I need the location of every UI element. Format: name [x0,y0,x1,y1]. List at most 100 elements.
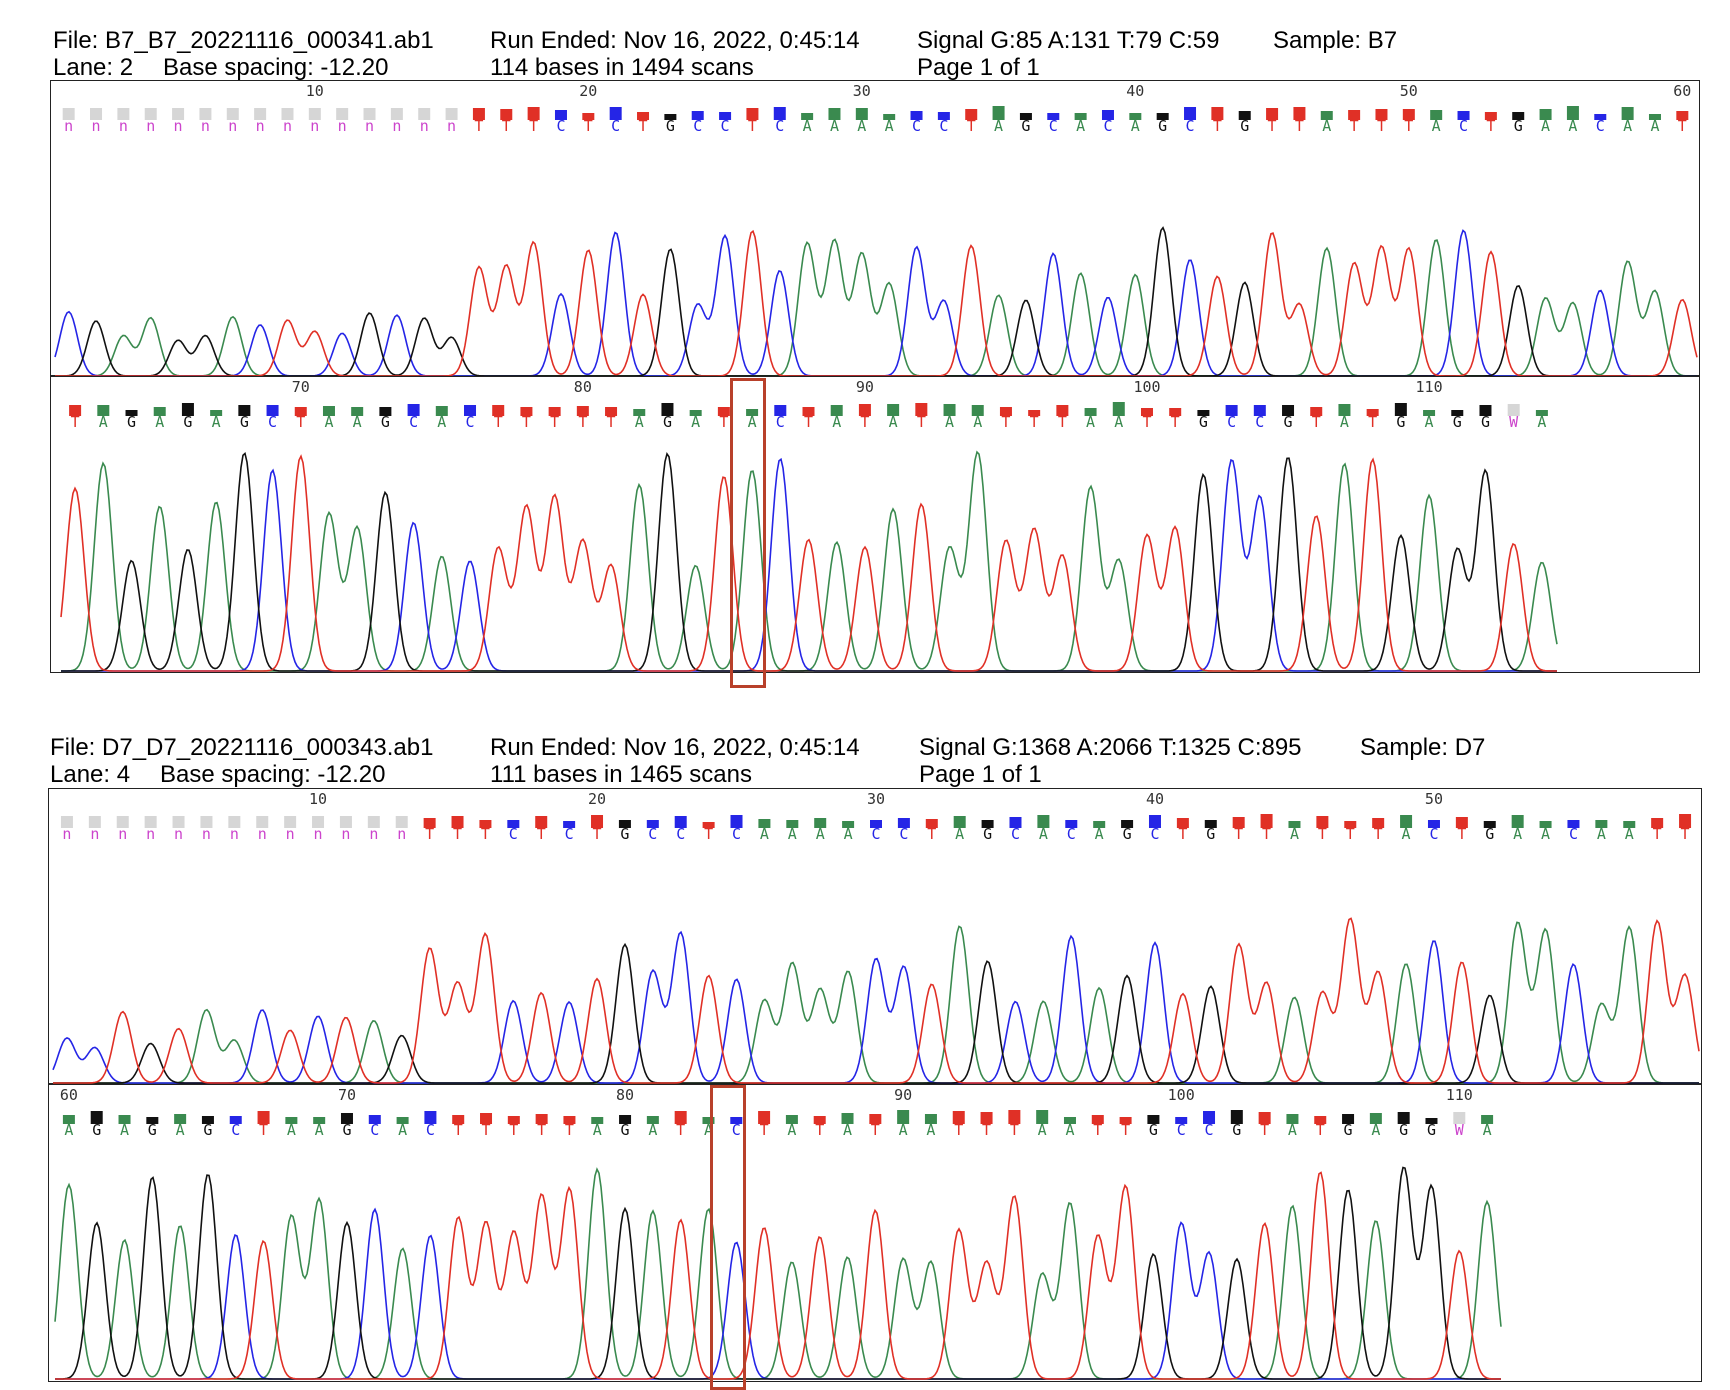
quality-bar [1230,1110,1243,1124]
quality-bar [842,821,855,828]
base-call: T [704,825,713,843]
quality-bar [312,816,325,828]
base-call: C [1596,117,1605,135]
base-call: A [945,413,954,431]
quality-bar [1481,1115,1494,1124]
base-call: T [1295,117,1304,135]
quality-bar [313,1117,326,1124]
trace-G [61,451,1557,672]
quality-bar [1338,404,1351,416]
quality-bar [285,1117,298,1124]
tick-label: 10 [309,790,327,808]
base-call: A [926,1121,935,1139]
base-call: T [1093,1121,1102,1139]
file-name: File: D7_D7_20221116_000343.ab1 [50,734,434,761]
base-call: T [453,825,462,843]
base-call: T [482,1121,491,1139]
quality-bar [591,1117,604,1124]
base-call: G [381,413,390,431]
chromatogram-d7-row1: 10 20 30 40 50 n n n n n n n n n n n n n T T T C T C T G C C T C A A A A C… [48,788,1702,1084]
quality-bar [535,1114,548,1124]
base-call: T [1058,413,1067,431]
quality-bar [605,407,618,416]
quality-bar [451,816,464,828]
base-call: G [1344,1121,1353,1139]
base-call: G [1199,413,1208,431]
quality-bar [1121,820,1134,828]
quality-bar [200,816,213,828]
base-call: C [611,117,620,135]
quality-bar [619,1115,632,1124]
base-call: n [174,825,183,843]
quality-bar [1372,818,1385,828]
quality-bar [1451,410,1464,416]
base-call: T [760,1121,769,1139]
base-call: A [1086,413,1095,431]
quality-bar [472,108,485,120]
base-call: A [844,825,853,843]
base-call: A [1425,413,1434,431]
chromatogram-svg: 10 20 30 40 50 60n n n n n n n n n n n n n n n T T T C T C T G C C T C A… [54,82,1698,377]
quality-bar [464,405,477,416]
quality-bar [368,1115,381,1124]
quality-bar [1623,821,1636,828]
base-call: C [899,825,908,843]
base-call: n [341,825,350,843]
quality-bar [363,108,376,120]
base-call: C [426,1121,435,1139]
quality-bar [1479,405,1492,416]
chromatogram-d7-row2: 60 70 80 90 100 110 A G A G A G C T A A G C A C T T T T T A G A T A C T… [48,1084,1702,1382]
base-call: A [1568,117,1577,135]
base-call: T [1260,1121,1269,1139]
base-call: A [1039,825,1048,843]
base-call: T [1653,825,1662,843]
quality-bar [1176,818,1189,828]
base-call: T [537,825,546,843]
quality-bar [1366,409,1379,416]
quality-bar [841,1113,854,1124]
quality-bar [1507,404,1520,416]
quality-bar [925,819,938,828]
quality-bar [116,816,129,828]
base-call: G [1481,413,1490,431]
tick-label: 80 [616,1086,634,1104]
base-call: G [148,1121,157,1139]
tick-label: 110 [1446,1086,1473,1104]
quality-bar [336,108,349,120]
quality-bar [1009,817,1022,828]
tick-label: 20 [588,790,606,808]
quality-bar [1621,107,1634,120]
base-call: G [1240,117,1249,135]
base-call: G [1232,1121,1241,1139]
quality-bar [1375,109,1388,120]
quality-bar [118,1115,131,1124]
quality-bar [637,112,650,120]
base-call: C [231,1121,240,1139]
quality-bar [1008,1110,1021,1124]
base-call: A [748,413,757,431]
quality-bar [554,110,567,120]
tick-label: 110 [1416,378,1443,396]
base-call: C [648,825,657,843]
quality-bar [520,407,533,416]
base-call: G [1206,825,1215,843]
base-call: n [228,117,237,135]
base-call: G [342,1121,351,1139]
base-call: G [1453,413,1462,431]
lane: Lane: 4 [50,761,131,788]
base-call: n [338,117,347,135]
base-call: T [1404,117,1413,135]
quality-bar [445,108,458,120]
base-call: T [494,413,503,431]
base-call: T [578,413,587,431]
quality-bar [201,1116,214,1124]
base-call: A [1541,117,1550,135]
quality-bar [924,1114,937,1124]
quality-bar [452,1115,465,1124]
base-call: G [203,1121,212,1139]
quality-bar [1211,107,1224,120]
base-call: T [1681,825,1690,843]
quality-bar [97,405,110,416]
quality-bar [937,112,950,120]
base-call: A [885,117,894,135]
